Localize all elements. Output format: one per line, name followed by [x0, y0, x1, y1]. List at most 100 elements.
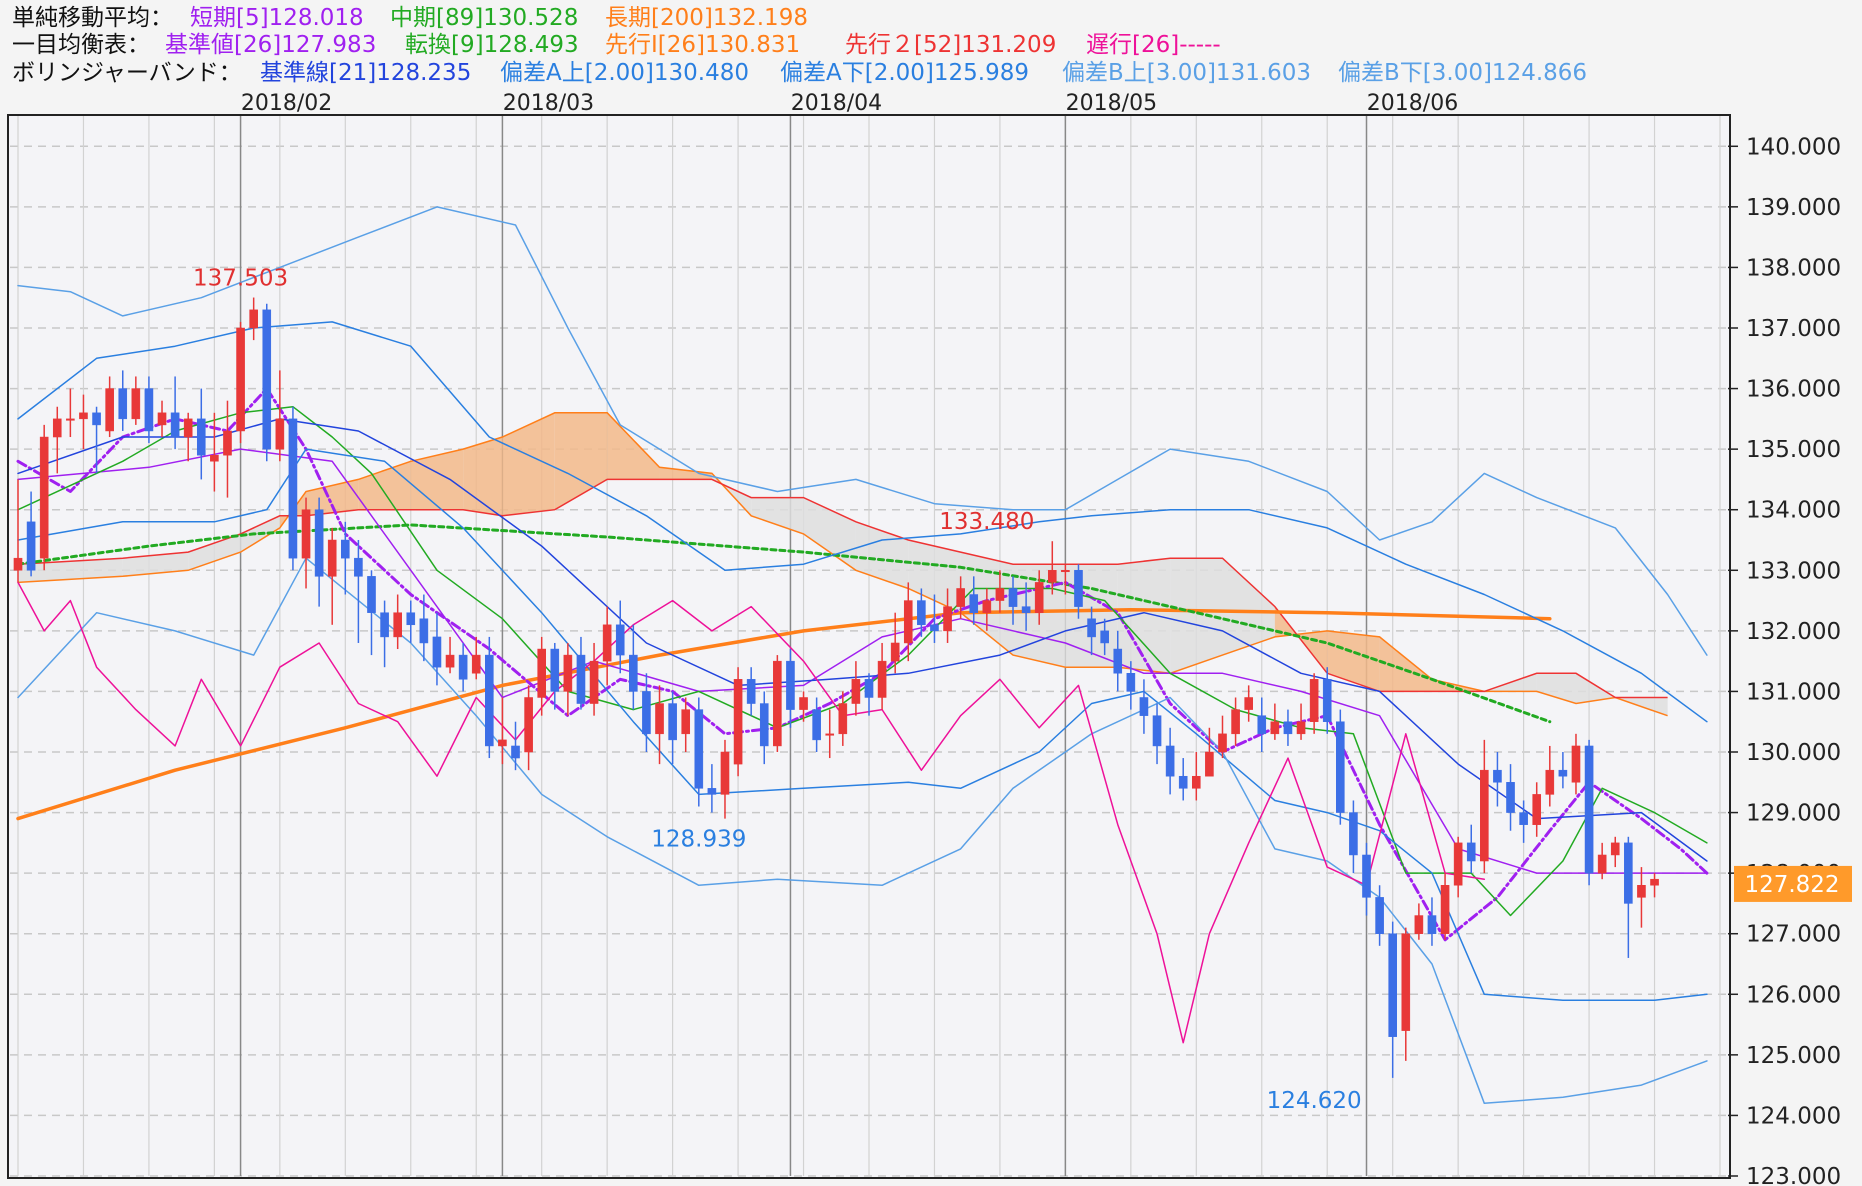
candle	[1218, 715, 1227, 759]
candle-body	[1336, 721, 1345, 813]
candle	[930, 594, 939, 643]
candle-body	[1375, 897, 1384, 934]
candle	[406, 600, 416, 643]
candle-body	[118, 388, 128, 420]
candle	[746, 667, 756, 716]
y-tick-label: 140.000	[1746, 134, 1841, 160]
candle	[720, 739, 730, 819]
candle	[367, 570, 376, 656]
candle-body	[1165, 745, 1175, 777]
legend-ichimoku-lag: 遅行[26]-----	[1086, 32, 1221, 58]
candle-body	[707, 788, 717, 795]
candle	[1309, 673, 1319, 734]
y-tick-label: 138.000	[1746, 255, 1841, 281]
candle-body	[327, 539, 337, 577]
candle-body	[1584, 745, 1594, 874]
candle-body	[917, 600, 926, 626]
legend-sma-title: 単純移動平均：	[12, 5, 173, 31]
candle	[694, 697, 704, 807]
candle	[1139, 679, 1149, 734]
candle-body	[406, 612, 416, 626]
candle	[485, 636, 494, 759]
annotations: 137.503 133.480 128.939 124.620	[193, 266, 1362, 1114]
candle-body	[1087, 618, 1096, 638]
candle	[589, 642, 599, 716]
candle-body	[79, 412, 88, 420]
candle	[668, 691, 677, 765]
candle	[458, 642, 468, 692]
cloud-segment	[1222, 558, 1275, 656]
candle	[1034, 570, 1044, 625]
candle	[759, 691, 769, 765]
candle-body	[1270, 721, 1280, 735]
candle	[956, 576, 965, 619]
candle	[1610, 836, 1620, 868]
cloud-segment	[122, 552, 189, 577]
candle	[1440, 873, 1450, 940]
candle	[1624, 836, 1633, 958]
candle-body	[1126, 673, 1136, 692]
candle	[105, 376, 114, 438]
legend-ichimoku-conv: 転換[9]128.493	[405, 32, 579, 58]
candle	[118, 370, 128, 431]
cloud-segment	[1117, 558, 1171, 674]
candle-body	[485, 654, 494, 747]
candle-body	[157, 412, 167, 426]
legend-ichimoku-span1: 先行Ⅰ[26]130.831	[605, 32, 800, 58]
legend-sma-mid: 中期[89]130.528	[390, 5, 578, 31]
candle-body	[995, 588, 1005, 601]
ichimoku-span2-line	[17, 478, 1668, 699]
candle	[1296, 703, 1306, 740]
candle	[1205, 727, 1214, 777]
y-tick-label: 135.000	[1746, 437, 1841, 463]
candle-body	[458, 654, 468, 680]
cloud-segment	[1575, 673, 1616, 704]
candle	[1375, 885, 1384, 946]
candle-body	[1231, 709, 1240, 735]
candle-body	[301, 509, 311, 559]
series-line-bb-b	[17, 557, 1708, 1105]
candle-body	[1493, 769, 1502, 783]
candle	[1480, 739, 1489, 874]
candle	[223, 400, 232, 498]
candle	[1008, 576, 1018, 625]
candle-body	[367, 576, 376, 613]
candle	[1571, 733, 1581, 795]
candle-body	[524, 697, 533, 753]
candle-body	[1414, 915, 1424, 934]
candle	[707, 764, 717, 813]
ichimoku-cloud	[17, 412, 1668, 717]
series-line-bb-a	[17, 321, 1708, 723]
legend-ichimoku-title: 一目均衡表：	[12, 32, 150, 58]
cloud-segment	[1379, 636, 1432, 692]
candle-body	[576, 654, 586, 704]
candle	[1047, 541, 1057, 595]
candle-body	[92, 412, 101, 426]
candle	[1584, 739, 1594, 886]
y-axis: 140.000 139.000 138.000 137.000 136.000 135.0…	[1728, 134, 1841, 1186]
candle-body	[1480, 769, 1489, 862]
candle	[1597, 842, 1607, 880]
candle-body	[746, 679, 756, 704]
candle-body	[249, 309, 258, 329]
candle-body	[210, 454, 219, 462]
candle	[1466, 824, 1476, 874]
y-tick-label: 123.000	[1746, 1164, 1841, 1186]
candle	[825, 709, 835, 759]
candle-body	[380, 612, 389, 638]
y-tick-label: 124.000	[1746, 1103, 1841, 1129]
candle	[1558, 752, 1568, 789]
candle-body	[773, 660, 782, 747]
candle-body	[26, 521, 36, 571]
candle-body	[681, 709, 691, 735]
candle	[642, 673, 651, 752]
candle-body	[786, 660, 795, 710]
candle	[210, 412, 219, 492]
candle	[170, 376, 180, 450]
candle	[511, 721, 520, 771]
candle	[1650, 873, 1659, 898]
candle	[1113, 630, 1123, 692]
candle	[301, 497, 311, 589]
y-tick-label: 139.000	[1746, 195, 1841, 221]
candle-body	[877, 660, 887, 698]
